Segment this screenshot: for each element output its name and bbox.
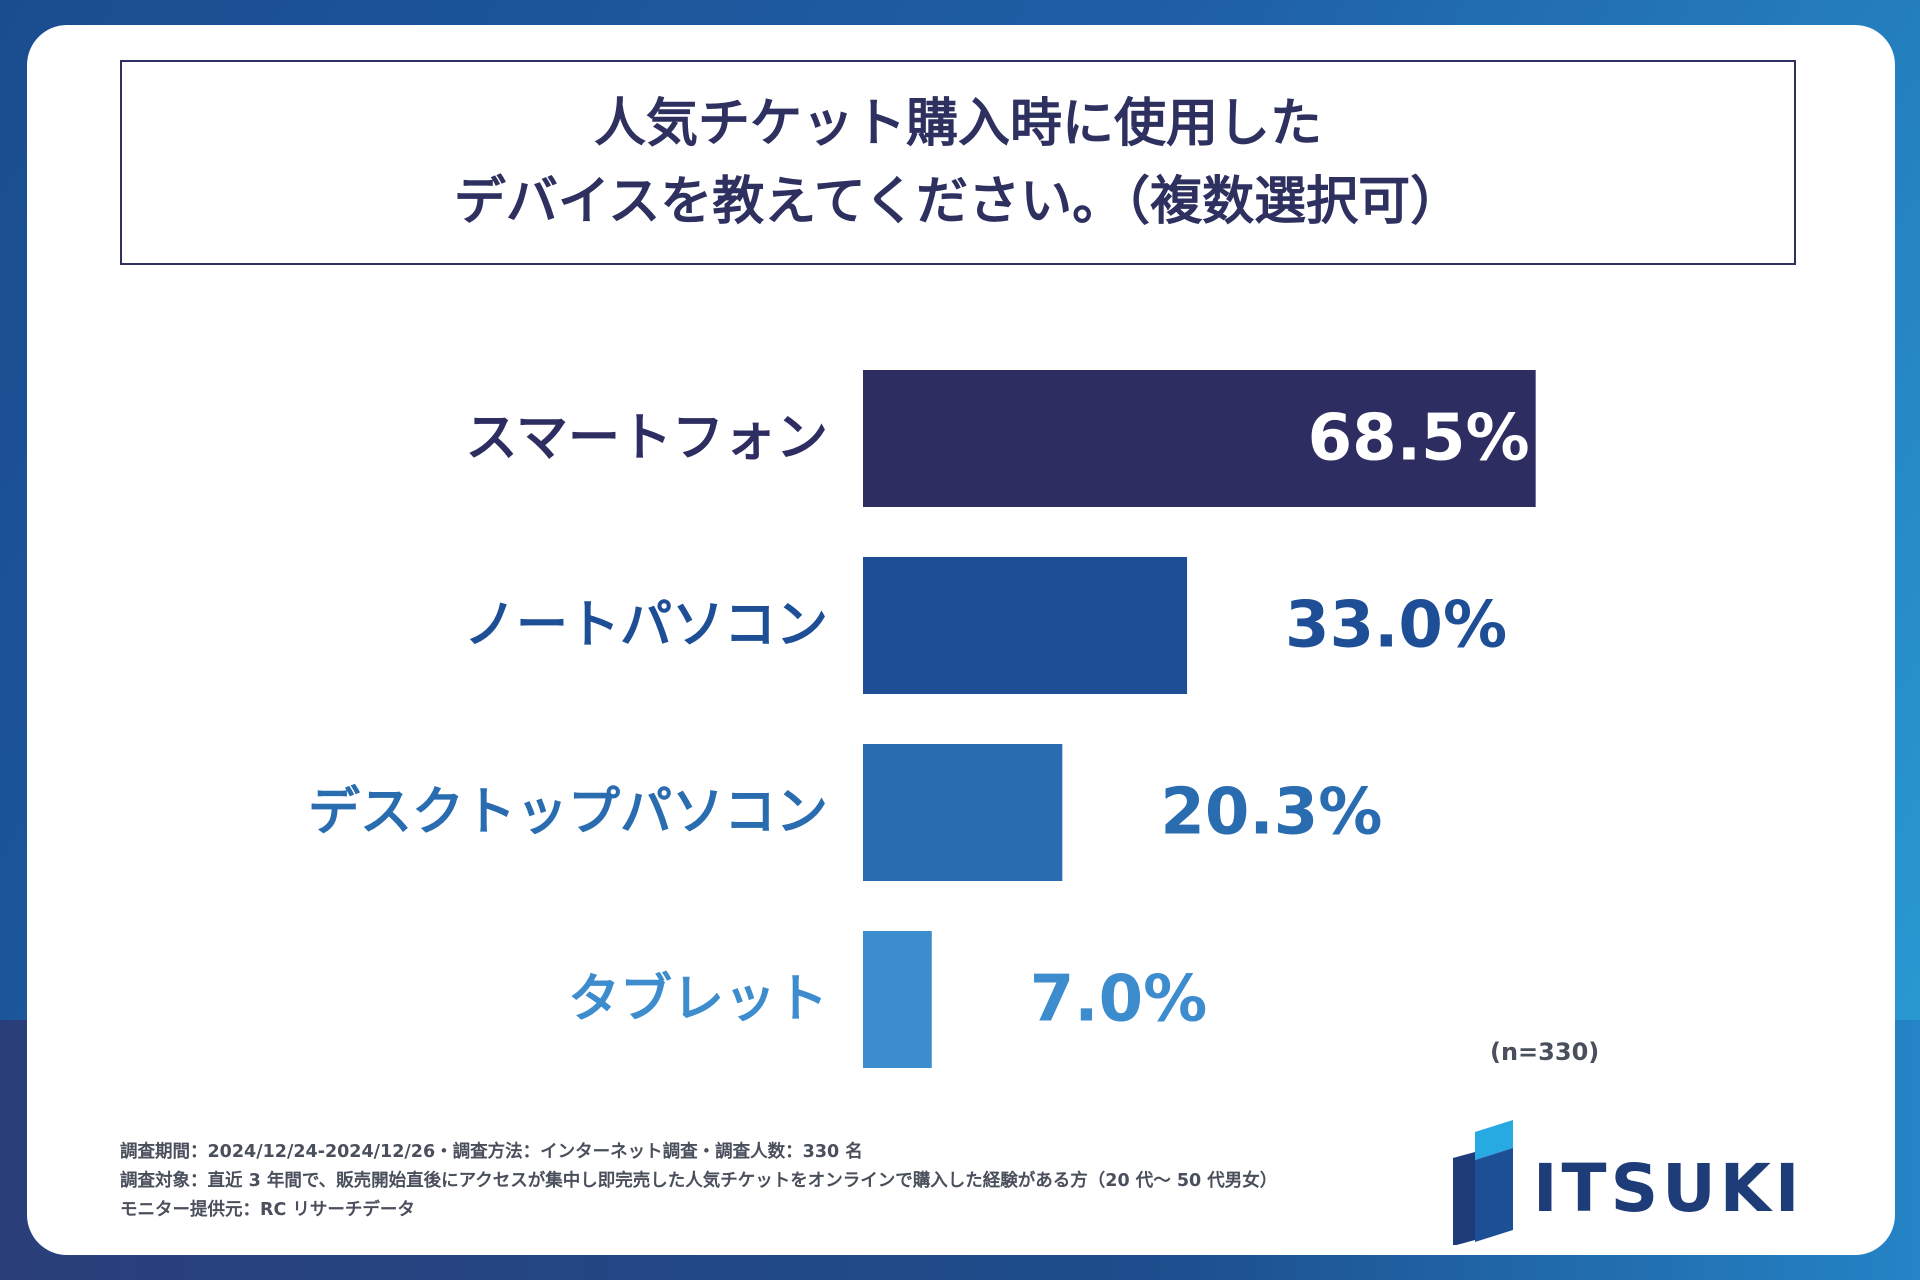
value-label-0: 68.5% <box>1308 402 1530 476</box>
category-label-1: ノートパソコン <box>464 596 828 656</box>
bar-0 <box>863 370 1536 507</box>
itsuki-logo-mark-icon <box>1453 1120 1513 1245</box>
bar-1 <box>863 557 1188 694</box>
itsuki-logo: ITSUKI <box>1445 1120 1805 1245</box>
chart-title-box: 人気チケット購入時に使用した デバイスを教えてください。（複数選択可） <box>120 60 1796 265</box>
chart-title-line-1: 人気チケット購入時に使用した <box>593 93 1322 154</box>
survey-footnotes: 調査期間：2024/12/24-2024/12/26・調査方法：インターネット調… <box>120 1138 1450 1225</box>
chart-title-line-2: デバイスを教えてください。（複数選択可） <box>453 171 1463 232</box>
itsuki-logo-text: ITSUKI <box>1533 1150 1804 1227</box>
sample-size-label: (n=330) <box>1490 1038 1600 1066</box>
footnote-target: 調査対象：直近 3 年間で、販売開始直後にアクセスが集中し即完売した人気チケット… <box>120 1171 1278 1191</box>
footnote-period: 調査期間：2024/12/24-2024/12/26・調査方法：インターネット調… <box>120 1142 863 1162</box>
category-label-0: スマートフォン <box>466 409 828 469</box>
bar-2 <box>863 744 1063 881</box>
value-label-3: 7.0% <box>1030 963 1208 1037</box>
category-label-2: デスクトップパソコン <box>308 783 828 843</box>
bar-3 <box>863 931 932 1068</box>
value-label-2: 20.3% <box>1160 776 1382 850</box>
value-label-1: 33.0% <box>1285 589 1507 663</box>
category-label-3: タブレット <box>568 970 828 1030</box>
footnote-source: モニター提供元：RC リサーチデータ <box>120 1200 415 1220</box>
